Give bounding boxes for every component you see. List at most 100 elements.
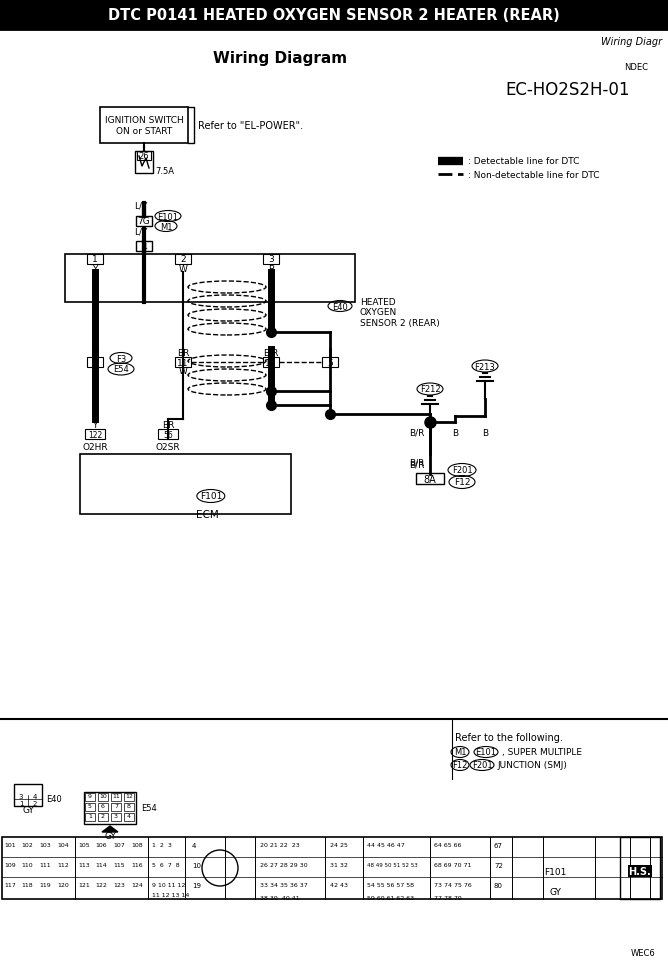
Text: 109: 109 — [4, 862, 16, 867]
Text: 11: 11 — [112, 794, 120, 799]
Text: EC-HO2S2H-01: EC-HO2S2H-01 — [506, 81, 630, 99]
Text: 106: 106 — [96, 842, 108, 847]
Text: 9: 9 — [88, 794, 92, 799]
Text: 123: 123 — [114, 882, 126, 887]
Text: 104: 104 — [57, 842, 69, 847]
Bar — [80, 455, 291, 514]
Text: 124: 124 — [131, 882, 143, 887]
Bar — [98, 813, 108, 821]
Bar — [137, 152, 151, 160]
Text: E101: E101 — [158, 212, 178, 221]
Text: 7: 7 — [114, 803, 118, 808]
Text: Y: Y — [92, 420, 98, 429]
Text: 118: 118 — [22, 882, 33, 887]
Text: 9 10 11 12: 9 10 11 12 — [152, 882, 186, 887]
Text: F201: F201 — [472, 761, 492, 770]
Bar — [0, 0, 668, 30]
Text: 8: 8 — [127, 803, 131, 808]
Text: 102: 102 — [22, 842, 33, 847]
Text: E40: E40 — [332, 302, 348, 311]
Text: 8A: 8A — [424, 475, 436, 484]
Text: 54 55 56 57 58: 54 55 56 57 58 — [367, 882, 414, 887]
Text: 11: 11 — [177, 358, 189, 367]
Text: Y: Y — [92, 348, 98, 357]
Text: L/Y: L/Y — [134, 227, 148, 236]
Text: 80: 80 — [494, 882, 503, 888]
Polygon shape — [102, 826, 118, 832]
Bar — [87, 357, 103, 368]
Text: 33 34 35 36 37: 33 34 35 36 37 — [260, 882, 308, 887]
Text: E54: E54 — [141, 803, 157, 813]
Text: 5: 5 — [327, 358, 333, 367]
Text: 77 78 79: 77 78 79 — [434, 895, 462, 900]
Text: 122: 122 — [88, 431, 102, 439]
Text: 59 60 61 62 63: 59 60 61 62 63 — [367, 895, 414, 900]
Text: 19: 19 — [192, 882, 201, 888]
Text: 72: 72 — [494, 862, 503, 868]
Text: 11 12 13 14: 11 12 13 14 — [152, 892, 189, 897]
Text: 3: 3 — [114, 814, 118, 819]
Text: JUNCTION (SMJ): JUNCTION (SMJ) — [497, 761, 567, 770]
Text: 121: 121 — [78, 882, 90, 887]
Bar — [136, 242, 152, 252]
Text: : Non-detectable line for DTC: : Non-detectable line for DTC — [468, 170, 599, 180]
Text: 120: 120 — [57, 882, 69, 887]
Text: 1: 1 — [19, 801, 23, 806]
Bar — [65, 255, 355, 303]
Text: 7.5A: 7.5A — [155, 166, 174, 175]
Text: 7G: 7G — [138, 217, 150, 226]
Text: 111: 111 — [39, 862, 51, 867]
Bar — [416, 474, 444, 484]
Bar — [14, 784, 42, 806]
Text: 5  6  7  8: 5 6 7 8 — [152, 862, 180, 867]
Text: 10: 10 — [99, 794, 107, 799]
Bar — [111, 793, 121, 801]
Text: IGNITION SWITCH
ON or START: IGNITION SWITCH ON or START — [105, 116, 184, 136]
Bar — [263, 357, 279, 368]
Text: F101: F101 — [200, 492, 222, 501]
Text: F12: F12 — [454, 478, 470, 487]
Text: F3: F3 — [116, 355, 126, 363]
Text: B/R: B/R — [409, 460, 425, 469]
Bar — [2, 837, 662, 899]
Text: 2: 2 — [33, 801, 37, 806]
Text: 73 74 75 76: 73 74 75 76 — [434, 882, 472, 887]
Text: HEATED
OXYGEN
SENSOR 2 (REAR): HEATED OXYGEN SENSOR 2 (REAR) — [360, 298, 440, 328]
Text: 38 39  40 41: 38 39 40 41 — [260, 895, 300, 900]
Text: 4: 4 — [192, 842, 196, 849]
Text: 24 25: 24 25 — [330, 842, 348, 847]
Text: E54: E54 — [113, 365, 129, 374]
Bar — [322, 357, 338, 368]
Text: 68 69 70 71: 68 69 70 71 — [434, 862, 472, 867]
Text: : Detectable line for DTC: : Detectable line for DTC — [468, 158, 579, 166]
Text: 5: 5 — [88, 803, 92, 808]
Bar — [124, 813, 134, 821]
Text: GY: GY — [22, 805, 34, 815]
Bar — [85, 803, 95, 811]
Text: 119: 119 — [39, 882, 51, 887]
Text: 112: 112 — [57, 862, 69, 867]
Text: Wiring Diagr: Wiring Diagr — [601, 37, 662, 47]
Text: 42 43: 42 43 — [330, 882, 348, 887]
Text: 31 32: 31 32 — [330, 862, 348, 867]
Text: 107: 107 — [114, 842, 126, 847]
Text: 1: 1 — [92, 256, 98, 264]
Text: 101: 101 — [4, 842, 15, 847]
Text: 2: 2 — [101, 814, 105, 819]
Text: BR: BR — [162, 420, 174, 429]
Text: H.S.: H.S. — [629, 866, 651, 876]
Text: 6: 6 — [101, 803, 105, 808]
Bar — [124, 803, 134, 811]
Bar — [175, 357, 191, 368]
Text: Y: Y — [92, 367, 98, 376]
Bar — [85, 430, 105, 439]
Bar — [620, 837, 660, 899]
Text: F101: F101 — [544, 868, 566, 876]
Bar — [175, 255, 191, 264]
Text: B/R: B/R — [409, 428, 425, 437]
Text: L/Y: L/Y — [134, 201, 148, 210]
Bar — [111, 813, 121, 821]
Bar — [543, 837, 593, 899]
Text: 1: 1 — [88, 814, 92, 819]
Text: 20 21 22  23: 20 21 22 23 — [260, 842, 300, 847]
